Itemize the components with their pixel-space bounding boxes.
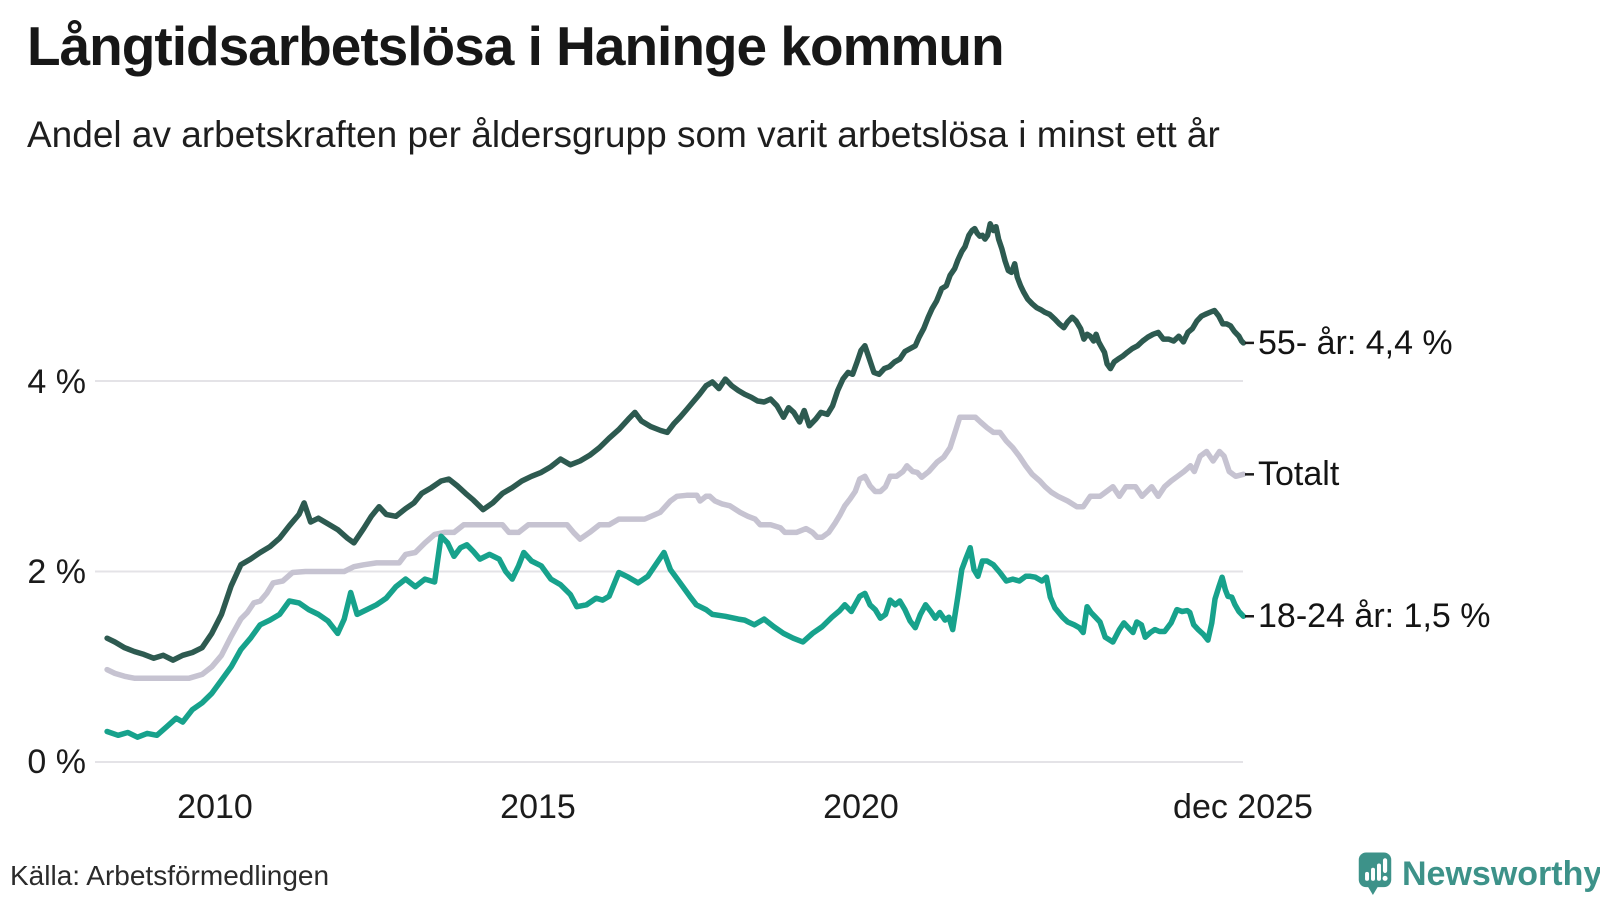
newsworthy-logo-icon: [1358, 852, 1392, 896]
x-tick-2015: 2015: [500, 788, 576, 826]
series-label-55-ar: 55- år: 4,4 %: [1258, 323, 1453, 362]
page-title: Långtidsarbetslösa i Haninge kommun: [27, 15, 1005, 77]
y-tick-2: 2 %: [27, 553, 86, 591]
series-line-18-24-r: [104, 533, 1247, 740]
y-tick-4: 4 %: [27, 363, 86, 401]
y-tick-0: 0 %: [27, 743, 86, 781]
x-tick-2010: 2010: [177, 788, 253, 826]
newsworthy-brand-text: Newsworthy: [1402, 854, 1600, 893]
page-subtitle: Andel av arbetskraften per åldersgrupp s…: [27, 114, 1220, 155]
x-tick-2020: 2020: [823, 788, 899, 826]
series-label-18-24-ar: 18-24 år: 1,5 %: [1258, 597, 1491, 636]
source-note: Källa: Arbetsförmedlingen: [10, 860, 330, 891]
series-line-totalt: [104, 414, 1247, 681]
series-label-totalt: Totalt: [1258, 455, 1340, 494]
series-line-55-r: [104, 221, 1247, 663]
newsworthy-brand: Newsworthy: [1358, 852, 1600, 896]
x-tick-dec2025: dec 2025: [1173, 788, 1313, 826]
